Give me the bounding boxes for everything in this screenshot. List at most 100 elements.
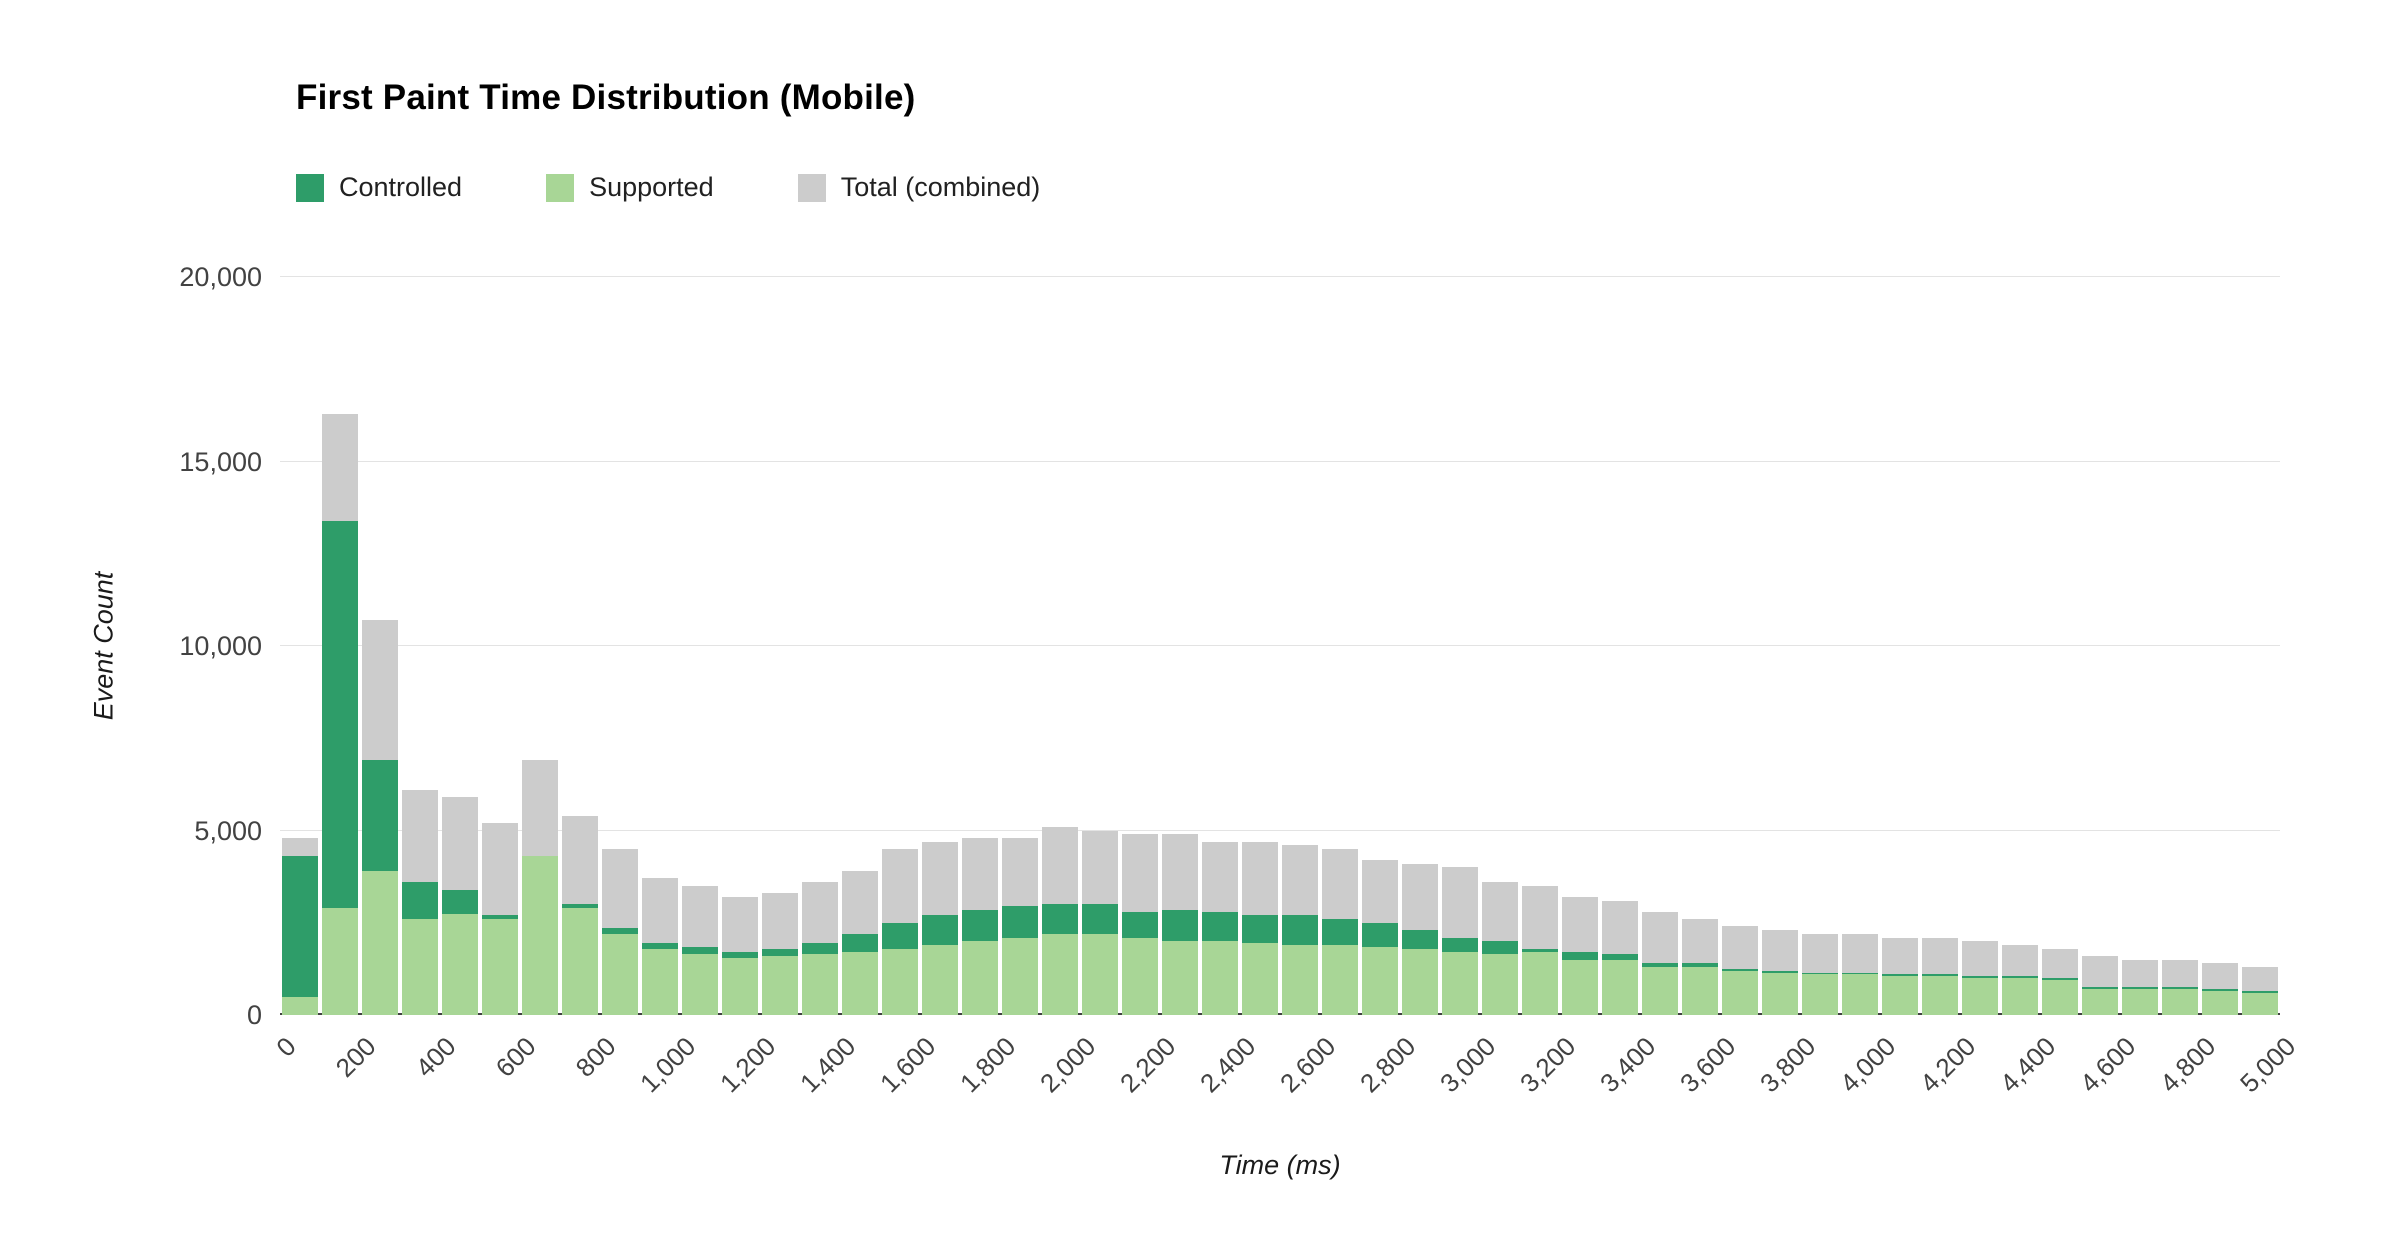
bar-controlled[interactable] (2162, 987, 2198, 990)
bar-supported[interactable] (1082, 933, 1118, 1015)
bar-controlled[interactable] (482, 915, 518, 920)
bar-controlled[interactable] (1762, 970, 1798, 973)
legend-item-supported[interactable]: Supported (546, 172, 714, 203)
bar-supported[interactable] (682, 954, 718, 1015)
bar-supported[interactable] (2042, 979, 2078, 1015)
bar-supported[interactable] (442, 913, 478, 1015)
bar-supported[interactable] (2242, 992, 2278, 1015)
bar-controlled[interactable] (402, 882, 438, 920)
bar-controlled[interactable] (1522, 948, 1558, 953)
bar-supported[interactable] (1602, 959, 1638, 1015)
bar-controlled[interactable] (1162, 909, 1198, 942)
bar-controlled[interactable] (1402, 930, 1438, 949)
bar-supported[interactable] (282, 996, 318, 1015)
bar-controlled[interactable] (922, 915, 958, 945)
bar-supported[interactable] (402, 919, 438, 1015)
legend-item-total[interactable]: Total (combined) (797, 172, 1040, 203)
bar-supported[interactable] (1122, 937, 1158, 1015)
bar-supported[interactable] (1722, 970, 1758, 1015)
bar-controlled[interactable] (322, 520, 358, 908)
bar-controlled[interactable] (442, 889, 478, 914)
bar-supported[interactable] (1562, 959, 1598, 1015)
bar-controlled[interactable] (962, 909, 998, 942)
bar-supported[interactable] (1042, 933, 1078, 1015)
bar-supported[interactable] (922, 944, 958, 1015)
bar-supported[interactable] (1202, 941, 1238, 1015)
bar-supported[interactable] (1762, 972, 1798, 1015)
bar-controlled[interactable] (1802, 972, 1838, 975)
bar-controlled[interactable] (1962, 976, 1998, 979)
bar-controlled[interactable] (1122, 911, 1158, 938)
bar-controlled[interactable] (602, 928, 638, 934)
bar-supported[interactable] (482, 919, 518, 1015)
bar-controlled[interactable] (1922, 974, 1958, 977)
bar-controlled[interactable] (682, 946, 718, 955)
bar-supported[interactable] (1642, 967, 1678, 1015)
bar-supported[interactable] (1842, 974, 1878, 1015)
bar-supported[interactable] (1802, 974, 1838, 1015)
bar-supported[interactable] (2002, 978, 2038, 1015)
bar-controlled[interactable] (2122, 987, 2158, 990)
bar-supported[interactable] (1962, 978, 1998, 1015)
bar-supported[interactable] (1242, 943, 1278, 1015)
bar-supported[interactable] (962, 941, 998, 1015)
bar-supported[interactable] (762, 955, 798, 1015)
bar-controlled[interactable] (1362, 922, 1398, 947)
legend-item-controlled[interactable]: Controlled (296, 172, 462, 203)
bar-controlled[interactable] (642, 943, 678, 949)
bar-controlled[interactable] (1082, 904, 1118, 934)
bar-controlled[interactable] (1242, 915, 1278, 944)
bar-supported[interactable] (722, 957, 758, 1015)
bar-controlled[interactable] (282, 856, 318, 997)
bar-controlled[interactable] (1602, 954, 1638, 960)
bar-controlled[interactable] (562, 904, 598, 908)
bar-supported[interactable] (1922, 976, 1958, 1015)
bar-controlled[interactable] (802, 943, 838, 955)
bar-supported[interactable] (2122, 989, 2158, 1015)
bar-controlled[interactable] (1002, 906, 1038, 938)
bar-supported[interactable] (1002, 937, 1038, 1015)
bar-controlled[interactable] (1442, 937, 1478, 953)
bar-controlled[interactable] (1042, 904, 1078, 934)
bar-supported[interactable] (2082, 989, 2118, 1015)
bar-supported[interactable] (1282, 944, 1318, 1015)
bar-supported[interactable] (1682, 967, 1718, 1015)
bar-supported[interactable] (562, 908, 598, 1015)
bar-supported[interactable] (1442, 952, 1478, 1015)
bar-supported[interactable] (1882, 976, 1918, 1015)
bar-supported[interactable] (322, 908, 358, 1015)
bar-controlled[interactable] (1722, 968, 1758, 971)
bar-controlled[interactable] (1282, 915, 1318, 945)
bar-controlled[interactable] (1882, 974, 1918, 977)
bar-supported[interactable] (1322, 944, 1358, 1015)
bar-controlled[interactable] (362, 760, 398, 872)
bar-supported[interactable] (1482, 954, 1518, 1015)
bar-supported[interactable] (602, 933, 638, 1015)
bar-controlled[interactable] (2202, 989, 2238, 992)
bar-supported[interactable] (522, 856, 558, 1015)
bar-controlled[interactable] (1202, 911, 1238, 942)
bar-controlled[interactable] (1562, 952, 1598, 960)
bar-supported[interactable] (1162, 941, 1198, 1015)
bar-supported[interactable] (882, 948, 918, 1015)
bar-controlled[interactable] (762, 948, 798, 956)
bar-controlled[interactable] (722, 952, 758, 958)
bar-controlled[interactable] (2002, 976, 2038, 979)
bar-supported[interactable] (2162, 989, 2198, 1015)
bar-controlled[interactable] (2042, 978, 2078, 980)
bar-controlled[interactable] (1842, 972, 1878, 975)
bar-supported[interactable] (362, 871, 398, 1015)
bar-controlled[interactable] (1482, 941, 1518, 955)
bar-controlled[interactable] (2082, 987, 2118, 990)
bar-controlled[interactable] (882, 922, 918, 949)
bar-supported[interactable] (642, 948, 678, 1015)
bar-supported[interactable] (842, 952, 878, 1015)
bar-supported[interactable] (1522, 952, 1558, 1015)
bar-controlled[interactable] (842, 933, 878, 953)
bar-supported[interactable] (1362, 946, 1398, 1015)
bar-controlled[interactable] (1642, 963, 1678, 968)
bar-controlled[interactable] (2242, 991, 2278, 993)
bar-supported[interactable] (2202, 991, 2238, 1015)
bar-controlled[interactable] (1322, 919, 1358, 945)
bar-controlled[interactable] (1682, 963, 1718, 968)
